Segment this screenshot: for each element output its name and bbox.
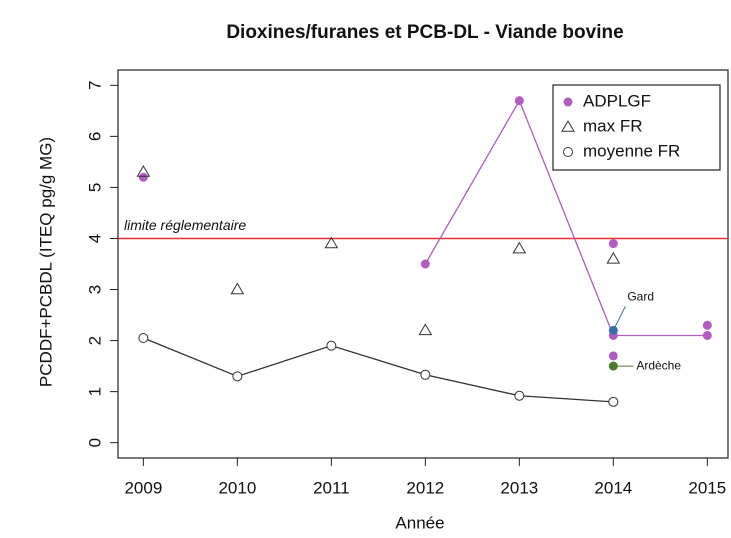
data-point: [608, 239, 618, 249]
data-point: [420, 369, 431, 380]
x-tick-label: 2013: [500, 478, 538, 497]
legend-marker: [561, 120, 575, 132]
x-tick-label: 2015: [688, 478, 726, 497]
limit-label: limite réglementaire: [124, 217, 246, 233]
y-tick-label: 6: [85, 132, 104, 141]
data-point: [136, 165, 151, 177]
y-tick-label: 0: [85, 438, 104, 447]
x-tick-label: 2014: [594, 478, 632, 497]
data-point: [514, 96, 524, 106]
legend-marker: [563, 97, 573, 107]
annotation-label: Ardèche: [636, 358, 681, 372]
series-line: [143, 337, 614, 403]
data-point: [418, 323, 433, 336]
data-point: [514, 390, 525, 401]
data-point: [608, 351, 618, 361]
y-tick-label: 7: [85, 81, 104, 90]
y-tick-label: 2: [85, 336, 104, 345]
y-tick-label: 1: [85, 387, 104, 396]
x-tick-label: 2009: [124, 478, 162, 497]
data-point: [326, 340, 337, 351]
annotation-label: Gard: [627, 290, 654, 304]
y-tick-label: 4: [85, 234, 104, 243]
legend-marker: [563, 147, 573, 157]
chart-title: Dioxines/furanes et PCB-DL - Viande bovi…: [226, 22, 623, 43]
legend-box: [552, 84, 721, 171]
legend-label: moyenne FR: [583, 141, 680, 160]
data-point: [606, 251, 621, 264]
legend-label: max FR: [583, 116, 643, 135]
series-line: [424, 99, 708, 337]
data-point: [512, 241, 527, 254]
data-point: [230, 282, 245, 295]
x-tick-label: 2011: [313, 478, 350, 497]
data-point: [702, 320, 712, 330]
data-point: [324, 236, 339, 249]
y-axis-label: PCDDF+PCBDL (ITEQ pg/g MG): [36, 137, 55, 387]
x-tick-label: 2010: [218, 478, 256, 497]
data-point: [232, 371, 243, 382]
data-point: [420, 259, 430, 269]
annotation-leader: [612, 306, 626, 331]
data-point: [138, 172, 148, 182]
legend-label: ADPLGF: [583, 91, 651, 110]
data-point: [138, 333, 149, 344]
x-tick-label: 2012: [406, 478, 444, 497]
data-point: [608, 396, 619, 407]
data-point: [702, 330, 712, 340]
plot-frame: [117, 69, 729, 459]
y-tick-label: 5: [85, 183, 104, 192]
x-axis-label: Année: [395, 513, 444, 532]
y-tick-label: 3: [85, 285, 104, 294]
